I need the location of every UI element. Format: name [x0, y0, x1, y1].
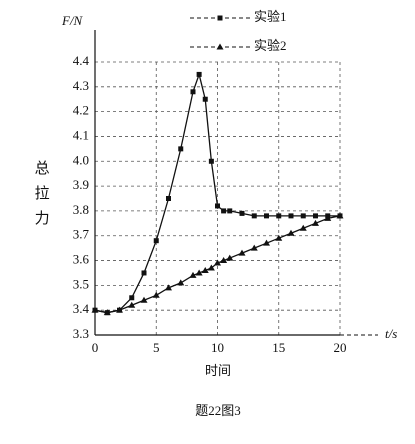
x-tick-label: 20 [334, 340, 347, 355]
marker [91, 306, 99, 313]
marker [238, 249, 246, 256]
marker [190, 89, 196, 95]
marker [275, 234, 283, 241]
marker [299, 224, 307, 231]
marker [202, 96, 208, 102]
marker [201, 266, 209, 273]
legend-marker [216, 43, 224, 50]
x-tick-label: 5 [153, 340, 160, 355]
marker [287, 229, 295, 236]
marker [227, 208, 233, 214]
marker [196, 71, 202, 77]
legend-label: 实验2 [254, 38, 287, 53]
y-tick-label: 3.3 [73, 326, 89, 341]
y-tick-label: 3.7 [73, 227, 90, 242]
y-tick-label: 3.9 [73, 177, 89, 192]
marker [336, 212, 344, 219]
marker [166, 196, 171, 201]
marker [116, 306, 123, 313]
marker [165, 284, 172, 291]
caption: 题22图3 [195, 403, 241, 418]
y-tick-label: 3.5 [73, 276, 89, 291]
y-tick-label: 3.8 [73, 202, 89, 217]
marker [215, 203, 220, 209]
marker [221, 208, 227, 214]
y-tick-label: 4.2 [73, 103, 89, 118]
marker [214, 259, 221, 266]
marker [313, 213, 318, 219]
marker [300, 213, 306, 219]
marker [264, 213, 269, 219]
marker [140, 296, 148, 303]
marker [152, 291, 160, 298]
marker [251, 213, 257, 219]
marker [226, 254, 234, 261]
y-tick-label: 4.4 [73, 53, 90, 68]
y-axis-label: F/N [61, 13, 84, 28]
x-axis-label: t/s [385, 326, 397, 341]
marker [312, 219, 319, 226]
y-tick-label: 4.1 [73, 127, 89, 142]
marker [153, 238, 159, 244]
marker [250, 244, 258, 251]
marker [239, 210, 245, 216]
marker [207, 264, 215, 271]
y-tick-label: 3.4 [73, 301, 90, 316]
marker [178, 146, 184, 152]
marker [263, 239, 270, 246]
marker [129, 295, 135, 301]
legend-marker [217, 15, 223, 21]
marker [208, 158, 214, 164]
legend-label: 实验1 [254, 9, 287, 24]
y-tick-label: 3.6 [73, 252, 90, 267]
marker [189, 271, 197, 278]
y-axis-title: 总拉力 [33, 160, 50, 235]
x-tick-label: 10 [211, 340, 224, 355]
marker [324, 214, 332, 221]
marker [220, 257, 228, 264]
marker [177, 279, 185, 286]
x-tick-label: 0 [92, 340, 99, 355]
marker [141, 270, 147, 276]
y-tick-label: 4.3 [73, 78, 89, 93]
x-axis-title: 时间 [205, 363, 231, 378]
marker [128, 301, 136, 308]
marker [288, 213, 294, 219]
y-tick-label: 4.0 [73, 152, 89, 167]
marker [276, 213, 282, 219]
marker [195, 269, 203, 276]
x-tick-label: 15 [272, 340, 285, 355]
marker [103, 309, 111, 316]
